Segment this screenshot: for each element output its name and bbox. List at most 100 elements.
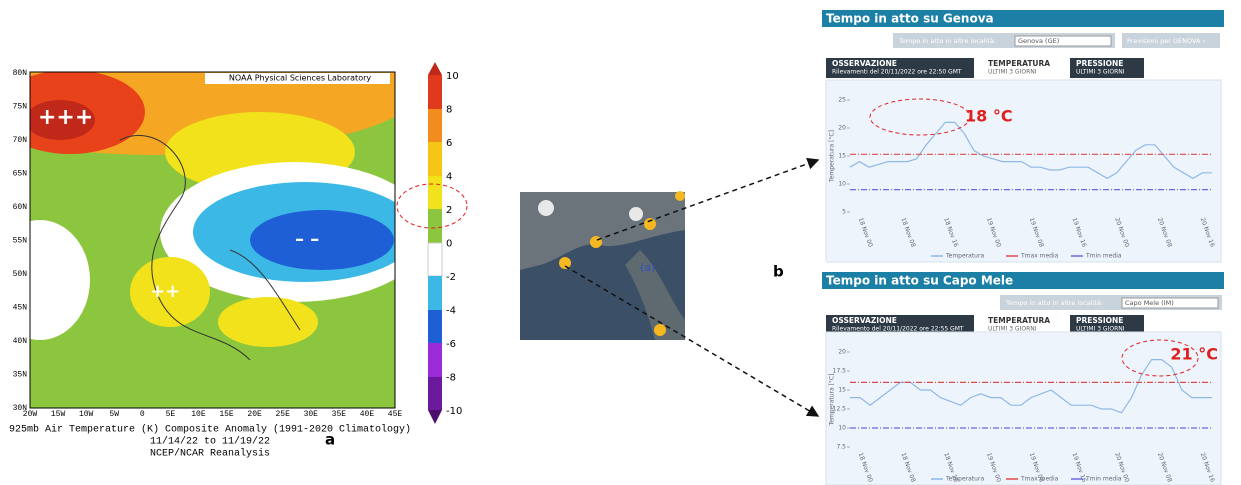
temperature-annotation: 21 °C (1170, 345, 1218, 364)
lat-label: 50N (13, 270, 28, 279)
legend-label: Tmin media (1085, 253, 1122, 260)
panel-label: b (773, 263, 784, 281)
tab-title: OSSERVAZIONE (832, 59, 897, 68)
y-axis-label: Temperatura [°C] (829, 374, 836, 427)
legend-label: Tmax media (1020, 253, 1059, 260)
y-tick-label: 5 (842, 209, 846, 216)
select[interactable] (1121, 297, 1219, 309)
select-value: Capo Mele (IM) (1125, 299, 1174, 307)
lat-label: 40N (13, 337, 28, 346)
forecast-button[interactable] (1122, 33, 1220, 48)
credit: NOAA Physical Sciences Laboratory (229, 74, 372, 83)
anomaly-annotation: – – (295, 229, 319, 250)
map-frame (29, 71, 396, 409)
credit-box (205, 73, 390, 84)
select-label: Tempo in atto in altre località: (898, 37, 996, 45)
anomaly-map (30, 72, 395, 408)
tab-sub: ULTIMI 3 GIORNI (1076, 69, 1125, 76)
tab[interactable] (826, 58, 974, 78)
arrow (564, 265, 820, 417)
chart-bg (825, 331, 1222, 485)
lon-label: 0 (140, 410, 145, 419)
colorbar-tick: 6 (446, 138, 452, 149)
tab[interactable] (976, 58, 1066, 78)
tab-sub: Rilevamenti del 20/11/2022 ore 22:50 GMT (832, 69, 962, 76)
lon-label: 10E (191, 410, 206, 419)
colorbar-tick: 4 (446, 172, 452, 183)
lon-label: 40E (360, 410, 375, 419)
highlight-ellipse (1121, 339, 1199, 377)
lat-label: 35N (13, 371, 28, 380)
caption: 925mb Air Temperature (K) Composite Anom… (9, 424, 411, 436)
tab[interactable] (1070, 315, 1144, 335)
y-axis-label: Temperatura [°C] (829, 130, 836, 183)
y-tick-label: 15 (838, 153, 846, 160)
legend-label: Tmin media (1085, 476, 1122, 483)
y-tick-label: 15 (838, 387, 846, 394)
lon-label: 20W (23, 410, 38, 419)
caption: 11/14/22 to 11/19/22 (150, 436, 270, 448)
anomaly-annotation: ++ (150, 281, 180, 302)
widget-header (822, 272, 1224, 289)
tab-sub: Rilevamento del 20/11/2022 ore 22:55 GMT (832, 326, 964, 333)
tab-sub: ULTIMI 3 GIORNI (988, 69, 1037, 76)
lon-label: 20E (247, 410, 262, 419)
temperature-annotation: 18 °C (965, 107, 1013, 126)
chart-bg (825, 79, 1222, 263)
highlight-ellipse (396, 183, 468, 229)
select[interactable] (1014, 35, 1112, 47)
lon-label: 5W (109, 410, 119, 419)
tab-title: PRESSIONE (1076, 59, 1123, 68)
forecast-button-label: Previsioni per GENOVA › (1127, 37, 1206, 45)
tab[interactable] (826, 315, 974, 335)
colorbar-tick: -10 (446, 406, 462, 417)
lon-label: 15E (219, 410, 234, 419)
widget-title: Tempo in atto su Capo Mele (826, 274, 1013, 288)
anomaly-annotation: +++ (38, 105, 93, 130)
colorbar-tick: 2 (446, 205, 452, 216)
colorbar-tick: -2 (446, 272, 456, 283)
lon-label: 15W (51, 410, 66, 419)
y-tick-label: 10 (838, 181, 846, 188)
tab[interactable] (1070, 58, 1144, 78)
caption: NCEP/NCAR Reanalysis (150, 448, 270, 460)
highlight-ellipse (869, 98, 971, 136)
arrow (596, 157, 820, 241)
lat-label: 70N (13, 136, 28, 145)
select-value: Genova (GE) (1018, 37, 1059, 45)
lat-label: 60N (13, 203, 28, 212)
colorbar-tick: -6 (446, 339, 456, 350)
satellite-image (520, 191, 685, 340)
y-tick-label: 10 (838, 425, 846, 432)
legend-label: Temperatura (945, 253, 984, 260)
legend-label: Tmax media (1020, 476, 1059, 483)
colorbar-tick: -8 (446, 373, 456, 384)
tab[interactable] (976, 315, 1066, 335)
temperature-line (849, 121, 1212, 180)
colorbar-tick: 10 (446, 71, 459, 82)
colorbar-tick: 8 (446, 105, 452, 116)
lat-label: 65N (13, 170, 28, 179)
tab-title: TEMPERATURA (988, 316, 1050, 325)
colorbar-tick: -4 (446, 306, 456, 317)
lon-label: 30E (304, 410, 319, 419)
y-tick-label: 17.5 (833, 368, 847, 375)
lat-label: 30N (13, 404, 28, 413)
lon-label: 5E (166, 410, 176, 419)
tab-title: PRESSIONE (1076, 316, 1123, 325)
y-tick-label: 20 (838, 349, 846, 356)
y-tick-label: 12.5 (833, 406, 847, 413)
y-tick-label: 25 (838, 97, 846, 104)
tab-sub: ULTIMI 3 GIORNI (1076, 326, 1125, 333)
colorbar (427, 62, 443, 424)
widget-header (822, 10, 1224, 27)
select-label: Tempo in atto in altre località: (1005, 299, 1103, 307)
lat-label: 75N (13, 103, 28, 112)
legend-label: Temperatura (945, 476, 984, 483)
map-label: (a) (640, 261, 655, 274)
lat-label: 80N (13, 69, 28, 78)
y-tick-label: 20 (838, 125, 846, 132)
tab-title: OSSERVAZIONE (832, 316, 897, 325)
tab-sub: ULTIMI 3 GIORNI (988, 326, 1037, 333)
